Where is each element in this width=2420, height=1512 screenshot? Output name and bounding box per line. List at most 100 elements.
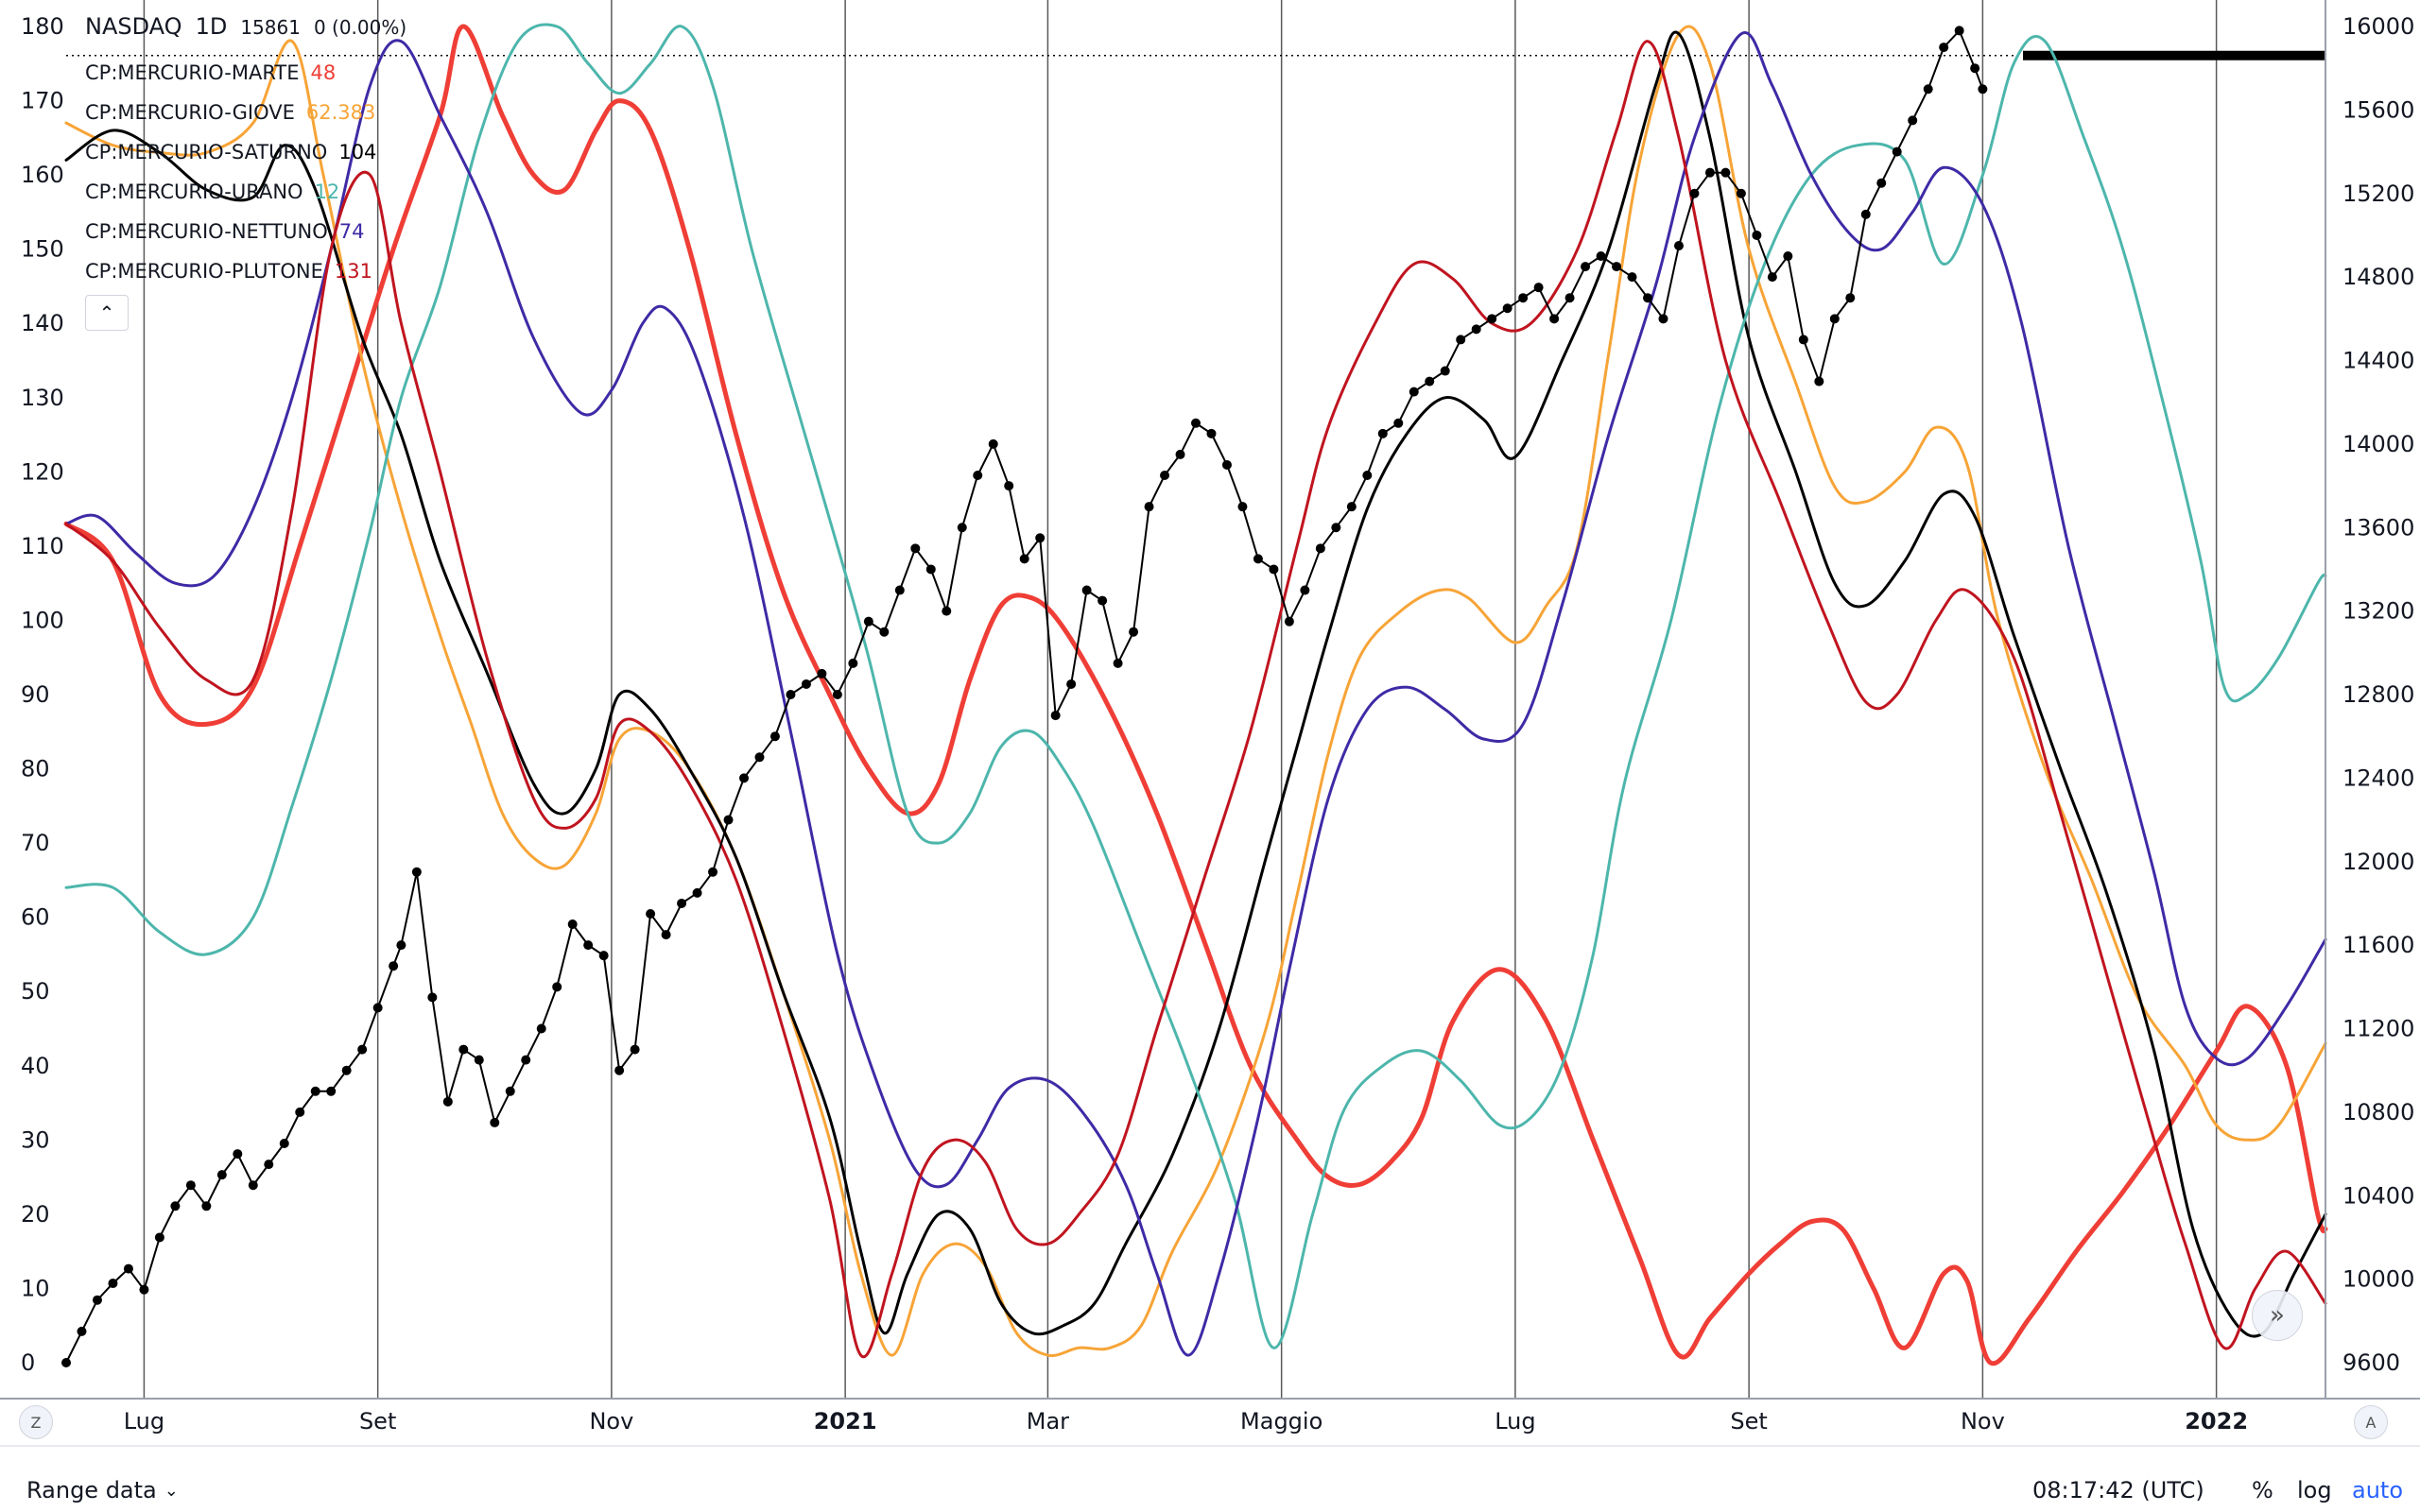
price-point — [458, 1044, 469, 1055]
price-point — [1113, 658, 1123, 668]
price-point — [567, 919, 578, 930]
price-point — [1035, 533, 1046, 543]
right-tick-label: 11200 — [2342, 1016, 2414, 1042]
legend-series-value: 48 — [310, 61, 337, 84]
zoom-reset-left-button[interactable]: Z — [19, 1405, 53, 1439]
price-point — [61, 1358, 71, 1367]
price-point — [598, 951, 609, 961]
price-point — [1814, 376, 1824, 387]
price-point — [1612, 262, 1622, 272]
left-tick-label: 70 — [21, 830, 50, 856]
price-point — [216, 1170, 227, 1180]
price-point — [1518, 293, 1529, 303]
legend-row[interactable]: CP:MERCURIO-PLUTONE 131 — [85, 251, 406, 291]
right-tick-label: 10000 — [2342, 1266, 2414, 1293]
legend-series-value: 74 — [338, 220, 365, 243]
price-point — [521, 1055, 531, 1065]
price-point — [1237, 502, 1248, 512]
series-line — [64, 31, 2327, 1357]
price-point — [77, 1326, 87, 1336]
legend-row[interactable]: CP:MERCURIO-GIOVE 62.383 — [85, 93, 406, 132]
right-btn-label: A — [2365, 1413, 2377, 1432]
legend-header[interactable]: NASDAQ 1D 15861 0 (0.00%) — [85, 13, 406, 40]
price-point — [474, 1055, 484, 1065]
price-point — [264, 1160, 274, 1170]
price-point — [942, 606, 952, 616]
price-point — [1221, 459, 1232, 470]
log-toggle[interactable]: log — [2297, 1477, 2332, 1503]
scroll-to-realtime-button[interactable]: » — [2252, 1290, 2303, 1341]
series-line — [64, 23, 2327, 1349]
x-tick-label: 2021 — [814, 1408, 877, 1435]
range-data-button[interactable]: Range data ⌄ — [26, 1477, 179, 1503]
utc-clock[interactable]: 08:17:42 (UTC) — [2032, 1477, 2204, 1503]
price-point — [848, 658, 858, 668]
legend-row[interactable]: CP:MERCURIO-MARTE 48 — [85, 53, 406, 93]
price-point — [295, 1107, 305, 1117]
auto-toggle[interactable]: auto — [2352, 1477, 2404, 1503]
price-point — [185, 1180, 196, 1191]
price-point — [1845, 293, 1856, 303]
timeframe-label[interactable]: 1D — [195, 13, 228, 40]
price-point — [1377, 428, 1388, 438]
right-tick-label: 14800 — [2342, 264, 2414, 290]
price-point — [1362, 471, 1373, 481]
left-tick-label: 20 — [21, 1201, 50, 1228]
x-tick-label: Lug — [1495, 1408, 1535, 1435]
legend-series-name: CP:MERCURIO-GIOVE — [85, 101, 295, 124]
price-point — [123, 1263, 133, 1274]
legend-row[interactable]: CP:MERCURIO-NETTUNO 74 — [85, 212, 406, 251]
price-point — [1720, 167, 1731, 178]
price-point — [1331, 523, 1341, 533]
price-point — [279, 1139, 289, 1149]
price-point — [614, 1065, 625, 1075]
price-point — [1954, 26, 1964, 36]
price-point — [1736, 188, 1746, 198]
price-point — [1300, 585, 1310, 595]
price-point — [1892, 146, 1902, 157]
auto-scale-right-button[interactable]: A — [2354, 1405, 2388, 1439]
x-tick-label: Lug — [124, 1408, 164, 1435]
left-tick-label: 0 — [21, 1349, 35, 1376]
left-tick-label: 160 — [21, 162, 64, 188]
price-point — [910, 543, 921, 554]
price-point — [692, 887, 702, 898]
price-point — [863, 616, 873, 627]
price-point — [1596, 251, 1606, 262]
price-point — [1673, 240, 1684, 250]
price-point — [1471, 324, 1481, 335]
price-point — [1658, 314, 1668, 324]
range-data-label: Range data — [26, 1477, 157, 1503]
left-tick-label: 130 — [21, 385, 64, 411]
price-point — [1098, 595, 1108, 606]
right-tick-label: 13600 — [2342, 514, 2414, 541]
left-tick-label: 10 — [21, 1275, 50, 1301]
left-tick-label: 140 — [21, 310, 64, 336]
legend-rows: CP:MERCURIO-MARTE 48 CP:MERCURIO-GIOVE 62.3… — [85, 53, 406, 291]
price-point — [1860, 209, 1871, 219]
price-point — [1409, 387, 1419, 397]
x-tick-label: Maggio — [1240, 1408, 1322, 1435]
price-point — [1346, 502, 1357, 512]
legend-row[interactable]: CP:MERCURIO-URANO 12 — [85, 172, 406, 212]
price-point — [1440, 366, 1450, 376]
legend-row[interactable]: CP:MERCURIO-SATURNO 104 — [85, 132, 406, 172]
legend-series-name: CP:MERCURIO-PLUTONE — [85, 260, 323, 283]
price-point — [326, 1086, 337, 1096]
price-point — [1533, 283, 1544, 293]
price-point — [630, 1044, 640, 1055]
legend-collapse-button[interactable]: ⌃ — [85, 295, 129, 331]
legend-series-value: 62.383 — [305, 101, 376, 124]
left-tick-label: 100 — [21, 607, 64, 633]
price-point — [1066, 679, 1077, 689]
price-point — [1829, 314, 1840, 324]
price-point — [552, 982, 562, 992]
price-point — [396, 940, 406, 951]
price-point — [817, 668, 827, 679]
percent-toggle[interactable]: % — [2252, 1477, 2273, 1503]
price-point — [1175, 449, 1185, 459]
price-point — [1581, 262, 1591, 272]
price-point — [427, 992, 438, 1003]
symbol-label[interactable]: NASDAQ — [85, 13, 182, 40]
